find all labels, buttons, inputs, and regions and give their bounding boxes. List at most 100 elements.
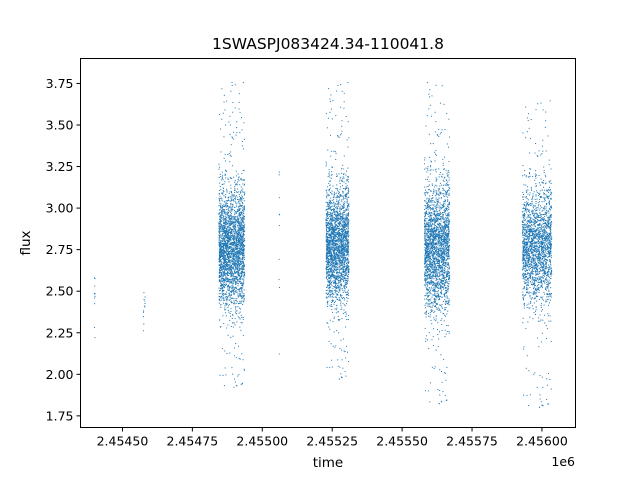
data-point — [346, 263, 348, 265]
data-point — [221, 207, 223, 209]
data-point — [327, 286, 328, 288]
data-point — [243, 289, 245, 291]
data-point — [326, 215, 328, 217]
data-point — [239, 184, 241, 186]
data-point — [344, 282, 346, 284]
data-point — [238, 223, 240, 225]
data-point — [242, 241, 244, 243]
data-point — [232, 224, 234, 226]
data-point — [238, 274, 240, 276]
data-point — [328, 248, 330, 250]
data-point — [234, 246, 236, 248]
data-point — [219, 230, 221, 232]
data-point — [325, 219, 327, 221]
data-point — [231, 290, 233, 292]
data-point — [232, 273, 234, 275]
data-point — [224, 269, 226, 271]
data-point — [347, 240, 349, 242]
data-point — [330, 343, 332, 345]
data-point — [221, 275, 223, 277]
data-point — [333, 252, 335, 254]
data-point — [225, 232, 227, 234]
data-point — [220, 285, 222, 287]
data-point — [328, 237, 330, 239]
data-point — [221, 234, 223, 236]
data-point — [325, 277, 327, 279]
data-point — [434, 220, 436, 222]
data-point — [222, 229, 224, 231]
data-point — [344, 235, 346, 237]
data-point — [241, 249, 243, 251]
data-point — [337, 205, 339, 207]
data-point — [341, 213, 343, 215]
data-point — [236, 188, 238, 190]
data-point — [223, 232, 225, 234]
data-point — [226, 170, 228, 172]
data-point — [328, 273, 330, 275]
data-point — [222, 280, 224, 282]
data-point — [231, 251, 233, 253]
data-point — [340, 233, 342, 235]
data-point — [331, 192, 333, 194]
data-point — [224, 244, 226, 246]
data-point — [218, 225, 220, 227]
data-point — [223, 253, 225, 255]
data-point — [339, 366, 341, 368]
data-point — [338, 288, 340, 290]
data-point — [336, 188, 338, 190]
data-point — [239, 225, 241, 227]
data-point — [326, 241, 328, 243]
data-point — [334, 210, 336, 212]
data-point — [225, 204, 227, 206]
data-point — [225, 219, 227, 221]
data-point — [224, 244, 226, 246]
data-point — [238, 274, 240, 276]
data-point — [243, 240, 245, 242]
data-point — [241, 254, 243, 256]
data-point — [232, 244, 234, 246]
data-point — [334, 264, 336, 266]
data-point — [239, 326, 241, 328]
data-point — [235, 183, 237, 185]
data-point — [334, 223, 336, 225]
data-point — [237, 218, 239, 220]
data-point — [228, 253, 230, 255]
data-point — [334, 286, 336, 288]
data-point — [337, 271, 339, 273]
data-point — [346, 253, 348, 255]
data-point — [231, 260, 233, 262]
data-point — [332, 299, 334, 301]
data-point — [224, 261, 226, 263]
data-point — [220, 244, 222, 246]
data-point — [225, 269, 227, 271]
data-point — [226, 249, 228, 251]
data-point — [242, 260, 244, 262]
data-point — [342, 232, 344, 234]
data-point — [225, 250, 227, 252]
data-point — [346, 262, 348, 264]
data-point — [444, 176, 446, 178]
data-point — [347, 227, 349, 229]
data-point — [230, 301, 232, 303]
data-point — [241, 199, 243, 201]
data-point — [223, 258, 225, 260]
data-point — [236, 237, 238, 239]
data-point — [224, 227, 226, 229]
data-point — [244, 192, 246, 194]
data-point — [242, 271, 244, 273]
data-point — [344, 261, 346, 263]
data-point — [241, 241, 243, 243]
data-point — [238, 271, 240, 273]
data-point — [237, 230, 239, 232]
data-point — [335, 229, 337, 231]
data-point — [337, 243, 339, 245]
data-point — [439, 264, 440, 266]
data-point — [344, 284, 346, 286]
data-point — [143, 316, 145, 318]
data-point — [344, 305, 346, 307]
data-point — [340, 309, 342, 310]
data-point — [232, 204, 234, 206]
data-point — [237, 211, 239, 213]
data-point — [232, 314, 234, 316]
data-point — [329, 294, 331, 296]
